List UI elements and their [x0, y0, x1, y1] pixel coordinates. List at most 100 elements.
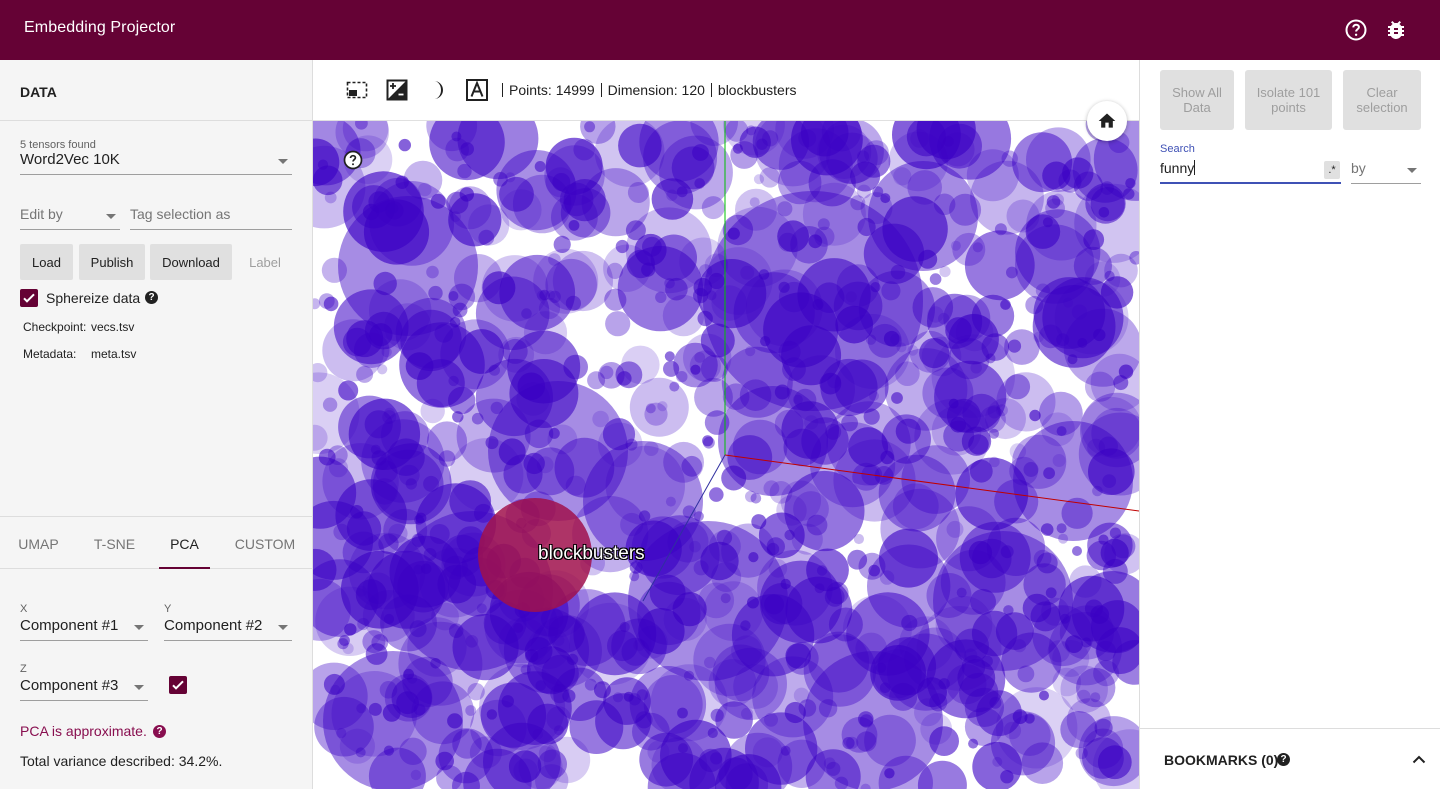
tab-custom[interactable]: CUSTOM	[234, 536, 296, 552]
search-input[interactable]: funny	[1160, 160, 1341, 184]
app-header: Embedding Projector	[0, 0, 1440, 60]
data-point	[356, 703, 367, 714]
data-point	[350, 505, 364, 519]
reset-view-button[interactable]	[1087, 101, 1127, 141]
tag-selection-input[interactable]: Tag selection as	[130, 206, 292, 230]
load-button[interactable]: Load	[20, 244, 73, 280]
night-mode-icon[interactable]	[386, 79, 408, 101]
data-point	[722, 383, 750, 411]
data-point	[318, 448, 336, 466]
contrast-icon[interactable]	[426, 79, 448, 101]
data-point	[665, 277, 688, 301]
data-point	[465, 705, 477, 716]
data-point	[1040, 523, 1054, 536]
clear-selection-button[interactable]: Clear selection	[1343, 70, 1421, 130]
label-toggle-icon[interactable]	[466, 79, 488, 101]
data-point	[1022, 593, 1052, 623]
x-component-value: Component #1	[20, 617, 119, 634]
data-point	[732, 419, 788, 475]
data-point	[1076, 667, 1116, 708]
highlighted-point[interactable]	[478, 498, 592, 612]
data-point	[407, 617, 467, 677]
data-point	[476, 603, 487, 614]
data-point	[626, 249, 655, 279]
show-all-data-button[interactable]: Show All Data	[1160, 70, 1234, 130]
data-point	[964, 707, 1004, 747]
isolate-points-button[interactable]: Isolate 101 points	[1245, 70, 1332, 130]
data-point	[655, 291, 667, 303]
bookmarks-panel[interactable]: BOOKMARKS (0) ?	[1140, 728, 1440, 789]
data-point	[475, 276, 550, 351]
data-point	[762, 130, 779, 147]
data-point	[663, 441, 704, 483]
data-point	[804, 415, 819, 430]
z-axis-label: Z	[20, 663, 27, 675]
data-point	[896, 342, 907, 353]
data-point	[676, 186, 688, 198]
tab-pca[interactable]: PCA	[159, 517, 210, 569]
data-point	[415, 483, 497, 564]
data-point	[336, 728, 347, 739]
data-point	[459, 187, 474, 202]
data-point	[943, 420, 975, 452]
x-component-select[interactable]: Component #1	[20, 617, 148, 641]
sphereize-checkbox[interactable]	[20, 289, 38, 307]
data-point	[722, 214, 754, 246]
data-point	[777, 201, 793, 217]
y-component-select[interactable]: Component #2	[164, 617, 292, 641]
data-point	[825, 423, 842, 440]
data-point	[621, 637, 650, 666]
data-point	[725, 121, 749, 142]
data-point	[950, 240, 961, 251]
data-point	[1004, 329, 1040, 365]
help-icon[interactable]: ?	[153, 725, 166, 738]
tab-tsne[interactable]: T-SNE	[93, 536, 136, 552]
tensor-select[interactable]: Word2Vec 10K	[20, 151, 292, 175]
scatter-plot[interactable]	[313, 121, 1139, 789]
help-icon[interactable]	[343, 150, 363, 170]
download-button[interactable]: Download	[150, 244, 232, 280]
divider	[710, 83, 712, 97]
help-icon[interactable]	[1344, 18, 1368, 42]
data-point	[403, 668, 414, 680]
data-point	[929, 726, 959, 756]
bug-report-icon[interactable]	[1384, 18, 1408, 42]
chevron-down-icon	[278, 625, 288, 630]
regex-toggle[interactable]: .*	[1324, 161, 1340, 179]
data-point	[502, 338, 528, 364]
data-point	[992, 756, 1003, 767]
home-icon	[1098, 113, 1116, 128]
help-icon[interactable]: ?	[145, 291, 158, 304]
data-point	[430, 193, 446, 209]
data-point	[969, 459, 993, 483]
selection-icon[interactable]	[346, 79, 368, 101]
data-point	[814, 226, 835, 247]
data-point	[970, 362, 982, 374]
data-point	[1080, 392, 1139, 468]
data-point	[904, 627, 967, 690]
data-point	[565, 475, 586, 496]
data-point	[846, 592, 930, 676]
y-component-value: Component #2	[164, 617, 263, 634]
data-point	[539, 289, 550, 301]
help-icon[interactable]: ?	[1277, 753, 1290, 766]
data-point	[949, 193, 982, 226]
data-point	[891, 392, 903, 404]
data-point	[580, 121, 616, 144]
data-point	[541, 654, 579, 693]
z-component-select[interactable]: Component #3	[20, 677, 148, 701]
publish-button[interactable]: Publish	[79, 244, 145, 280]
tab-umap[interactable]: UMAP	[18, 536, 59, 552]
label-button[interactable]: Label	[249, 254, 281, 270]
chevron-up-icon[interactable]	[1412, 754, 1426, 764]
z-enable-checkbox[interactable]	[169, 676, 187, 694]
data-point	[732, 143, 743, 154]
search-by-select[interactable]: by	[1351, 160, 1421, 184]
variance-text: Total variance described: 34.2%.	[20, 753, 223, 769]
data-point	[553, 725, 564, 736]
data-point	[715, 754, 782, 789]
data-point	[532, 729, 544, 740]
edit-by-select[interactable]: Edit by	[20, 206, 120, 230]
data-point	[887, 633, 965, 711]
data-point	[872, 186, 884, 198]
